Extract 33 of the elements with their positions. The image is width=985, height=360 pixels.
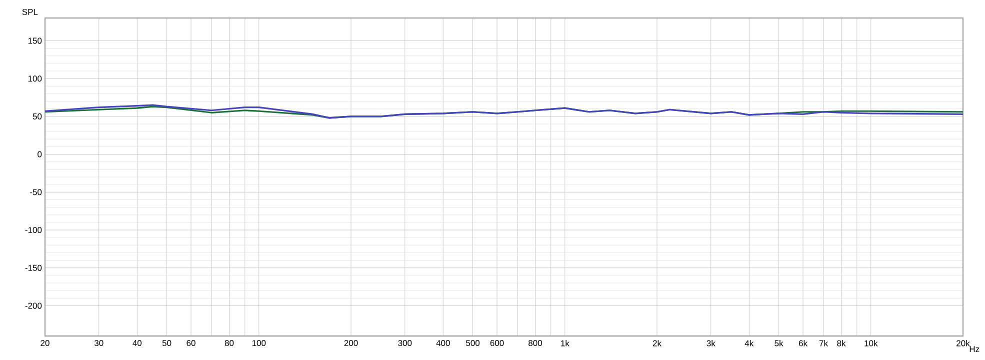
x-tick-label: 200 (344, 340, 358, 346)
x-tick-label: 6k (798, 340, 808, 346)
x-tick-label: 4k (744, 340, 754, 346)
x-tick-label: 100 (252, 340, 266, 346)
x-tick-label: 7k (819, 340, 828, 346)
x-tick-label: 40 (132, 340, 142, 346)
y-tick-label: 150 (28, 38, 42, 44)
y-axis-title: SPL (22, 8, 38, 15)
y-tick-label: 100 (28, 76, 42, 82)
x-tick-label: 800 (528, 340, 542, 346)
x-tick-label: 600 (490, 340, 504, 346)
x-tick-label: 300 (398, 340, 412, 346)
x-tick-label: 8k (837, 340, 846, 346)
y-tick-label: -200 (25, 302, 42, 309)
x-tick-label: 1k (561, 340, 570, 346)
x-tick-label: 20k (956, 340, 970, 346)
x-tick-label: 2k (652, 340, 662, 346)
x-tick-label: 50 (162, 340, 172, 346)
x-tick-label: 30 (94, 340, 104, 346)
y-tick-label: -150 (25, 264, 42, 271)
x-tick-label: 60 (186, 340, 196, 346)
x-tick-label: 500 (466, 340, 480, 346)
x-tick-label: 3k (706, 340, 716, 346)
x-tick-label: 80 (224, 340, 234, 346)
x-tick-label: 5k (774, 340, 784, 346)
x-tick-label: 10k (864, 340, 878, 346)
y-tick-label: -50 (30, 189, 42, 196)
x-tick-label: 400 (436, 340, 450, 346)
x-tick-label: 20 (40, 340, 50, 346)
y-tick-label: 50 (32, 113, 42, 120)
y-tick-label: 0 (38, 151, 42, 158)
x-axis-title: Hz (970, 346, 980, 352)
y-tick-label: -100 (25, 227, 42, 234)
